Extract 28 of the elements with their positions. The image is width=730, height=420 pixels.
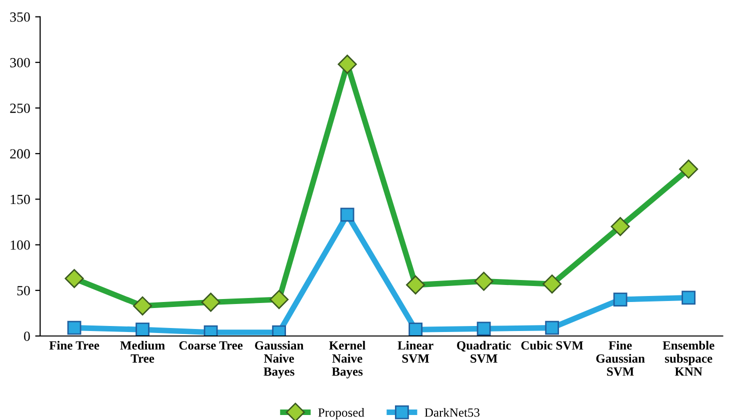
point <box>476 322 491 336</box>
y-tick-label: 0 <box>24 332 30 341</box>
x-tick-label: Kernel Naive Bayes <box>329 340 366 378</box>
y-tick-label: 350 <box>10 12 30 22</box>
y-tick-label: 250 <box>10 104 30 113</box>
x-tick-label: Ensemble subspace KNN <box>662 340 714 376</box>
x-tick-label: Fine Tree <box>49 340 100 350</box>
y-tick-label: 50 <box>17 286 30 296</box>
point <box>408 322 422 336</box>
y-tick-label: 150 <box>10 194 30 204</box>
legend-label: Proposed <box>318 408 364 420</box>
point <box>682 290 696 305</box>
point <box>613 292 628 306</box>
x-tick-label: Cubic SVM <box>521 340 584 350</box>
legend-label: DarkNet53 <box>424 408 480 417</box>
y-tick-label: 300 <box>10 58 30 68</box>
point <box>545 320 560 335</box>
y-tick-label: 100 <box>10 240 30 250</box>
x-tick-label: Linear SVM <box>398 340 434 363</box>
x-tick-label: Quadratic SVM <box>456 340 511 363</box>
point <box>340 208 354 222</box>
x-tick-label: Coarse Tree <box>179 341 243 350</box>
x-tick-label: Fine Gaussian SVM <box>596 340 645 376</box>
x-tick-label: Medium Tree <box>120 340 165 363</box>
x-tick-label: Gaussian Naive Bayes <box>254 340 304 378</box>
point <box>67 320 82 335</box>
point <box>136 322 150 336</box>
y-tick-label: 200 <box>10 149 30 159</box>
